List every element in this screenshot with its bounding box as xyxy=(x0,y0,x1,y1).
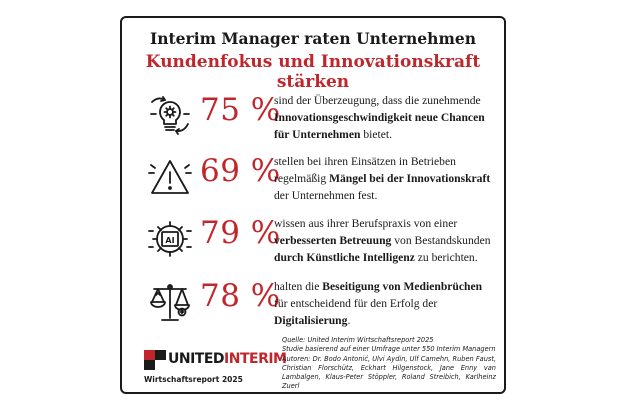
stat-description: sind der Überzeugung, dass die zunehmend… xyxy=(274,94,485,141)
report-label: Wirtschaftsreport 2025 xyxy=(144,375,243,384)
stat-description: stellen bei ihren Einsätzen in Betrieben… xyxy=(274,155,491,202)
stat-innovation-deficits: 69 % stellen bei ihren Einsätzen in Betr… xyxy=(122,153,504,219)
infographic-card: Interim Manager raten Unternehmen Kunden… xyxy=(120,16,506,394)
logo-mark-icon xyxy=(144,350,166,370)
percent-value: 75 % xyxy=(200,92,281,128)
percent-value: 69 % xyxy=(200,153,281,189)
lightbulb-gear-icon xyxy=(150,96,190,135)
study-line: Studie basierend auf einer Umfrage unter… xyxy=(282,345,496,354)
balance-scale-icon xyxy=(150,284,190,321)
united-interim-logo: UNITEDINTERIM xyxy=(144,350,287,370)
percent-value: 78 % xyxy=(200,278,281,314)
percent-value: 79 % xyxy=(200,215,281,251)
ai-gear-icon: AI xyxy=(148,221,192,257)
subtitle: Kundenfokus und Innovationskraft stärken xyxy=(145,52,481,92)
title: Interim Manager raten Unternehmen xyxy=(150,29,476,48)
stat-description: halten die Beseitigung von Medienbrüchen… xyxy=(274,280,483,327)
stat-innovation-speed: 75 % sind der Überzeugung, dass die zune… xyxy=(122,92,504,158)
authors-line: Autoren: Dr. Bodo Antonić, Ulvi Aydin, U… xyxy=(282,354,496,391)
stat-media-breaks: 78 % halten die Beseitigung von Medienbr… xyxy=(122,278,504,344)
warning-triangle-icon xyxy=(148,160,192,194)
logo-wordmark: UNITEDINTERIM xyxy=(168,351,287,367)
source-citation: Quelle: United Interim Wirtschaftsreport… xyxy=(282,336,496,392)
stat-description: wissen aus ihrer Berufspraxis von einer … xyxy=(274,217,491,264)
source-line: Quelle: United Interim Wirtschaftsreport… xyxy=(282,336,434,344)
stat-ai-customer-care: AI 79 % wissen aus ihrer Berufspraxis vo… xyxy=(122,215,504,281)
svg-text:AI: AI xyxy=(165,236,174,245)
